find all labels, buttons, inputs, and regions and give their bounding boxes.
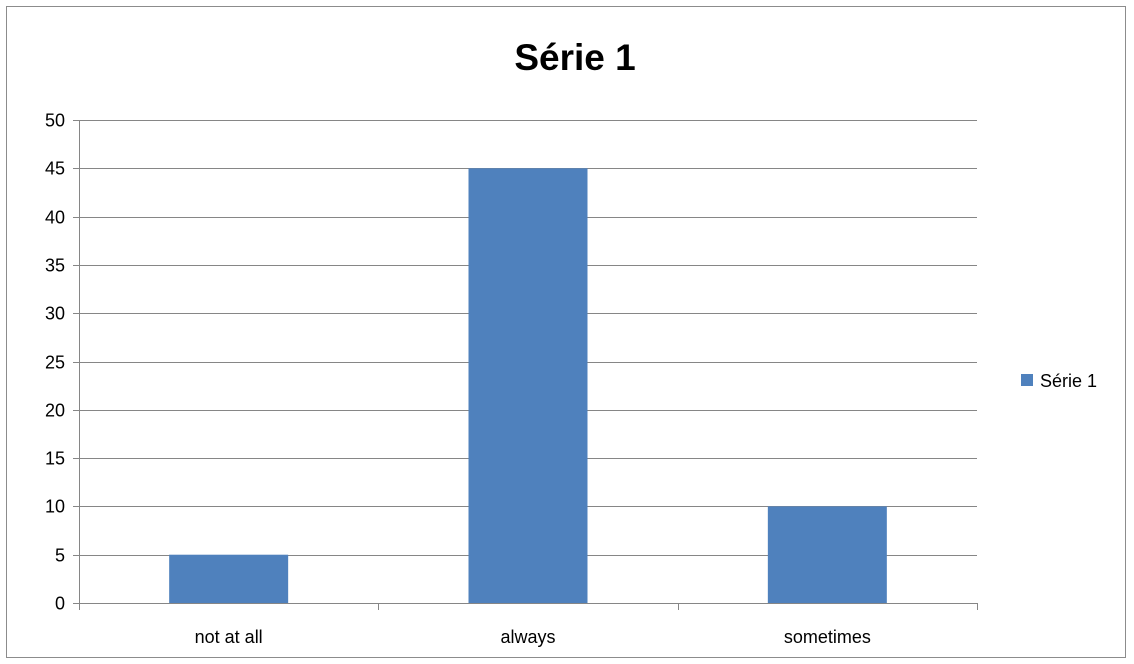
y-tick-label: 40 <box>45 208 65 228</box>
y-tick-label: 5 <box>55 546 65 566</box>
y-tick-label: 20 <box>45 401 65 421</box>
chart-title: Série 1 <box>514 37 635 78</box>
x-tick-label: sometimes <box>784 627 871 647</box>
y-tick-label: 45 <box>45 159 65 179</box>
x-tick-label: always <box>500 627 555 647</box>
bars <box>169 168 887 604</box>
y-tick-label: 30 <box>45 304 65 324</box>
y-tick-label: 0 <box>55 594 65 614</box>
bar-sometimes <box>767 506 887 603</box>
x-tick-label: not at all <box>195 627 263 647</box>
legend-label: Série 1 <box>1040 371 1097 391</box>
legend-swatch <box>1021 374 1033 386</box>
legend: Série 1 <box>1021 371 1097 391</box>
y-tick-label: 10 <box>45 497 65 517</box>
bar-not-at-all <box>169 554 289 603</box>
axes: 0 5 10 15 20 25 30 35 40 45 50 not at all always some… <box>45 111 978 647</box>
bar-always <box>468 168 588 604</box>
y-tick-label: 15 <box>45 449 65 469</box>
y-tick-label: 35 <box>45 256 65 276</box>
y-tick-label: 50 <box>45 111 65 131</box>
y-tick-label: 25 <box>45 353 65 373</box>
